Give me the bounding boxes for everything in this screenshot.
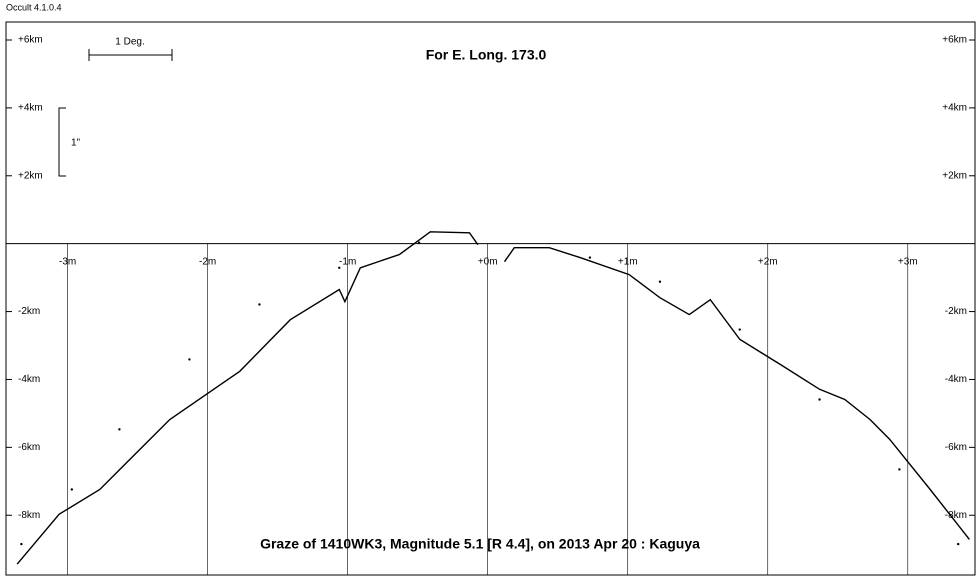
scale-bar-arcsec <box>58 107 66 177</box>
y-tick-label: +6km <box>942 35 967 46</box>
x-tick-label: +3m <box>898 256 918 267</box>
y-tick-label: -2km <box>18 306 40 317</box>
x-tick-label: -3m <box>59 256 76 267</box>
x-tick-label: -1m <box>339 256 356 267</box>
scale-bar-deg <box>88 49 173 61</box>
plot-frame <box>5 21 976 576</box>
chart-subtitle: Graze of 1410WK3, Magnitude 5.1 [R 4.4],… <box>260 536 700 552</box>
y-tick-label: +6km <box>18 35 43 46</box>
scale-label: 1 Deg. <box>115 37 144 48</box>
profile-dot <box>20 542 23 546</box>
profile-dot <box>898 468 901 471</box>
y-tick-label: +2km <box>942 170 967 181</box>
y-tick-label: -8km <box>945 510 967 521</box>
profile-dot <box>956 542 960 546</box>
y-tick-label: -4km <box>945 374 967 385</box>
scale-label: 1" <box>71 138 81 149</box>
y-tick-label: +2km <box>18 170 43 181</box>
y-tick-label: +4km <box>18 103 43 114</box>
profile-dot <box>738 328 741 331</box>
y-tick-label: -2km <box>945 306 967 317</box>
y-tick-label: -6km <box>945 442 967 453</box>
x-tick-label: +0m <box>478 256 498 267</box>
x-tick-label: +2m <box>758 256 778 267</box>
profile-dot <box>417 241 421 244</box>
limb-profile <box>16 231 970 565</box>
x-tick-label: -2m <box>199 256 216 267</box>
y-tick-label: -6km <box>18 442 40 453</box>
profile-dot <box>188 358 191 361</box>
profile-dot <box>818 398 821 401</box>
profile-dot <box>338 266 341 269</box>
profile-dot <box>70 488 74 491</box>
y-tick-label: -4km <box>18 374 40 385</box>
profile-dot <box>588 256 592 259</box>
window-title: Occult 4.1.0.4 <box>6 2 62 12</box>
profile-dot <box>658 280 662 283</box>
profile-dot <box>258 303 261 306</box>
y-tick-label: -8km <box>18 510 40 521</box>
profile-dot <box>118 428 121 431</box>
chart-title: For E. Long. 173.0 <box>426 47 547 63</box>
x-tick-label: +1m <box>618 256 638 267</box>
y-tick-label: +4km <box>942 103 967 114</box>
